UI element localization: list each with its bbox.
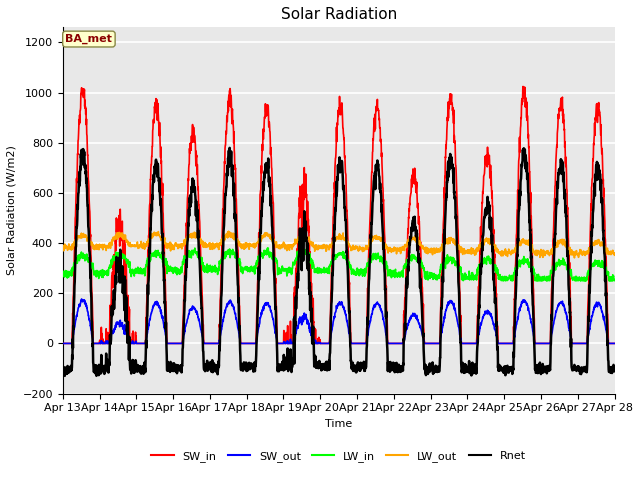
Text: BA_met: BA_met	[65, 34, 113, 44]
X-axis label: Time: Time	[325, 419, 352, 429]
Legend: SW_in, SW_out, LW_in, LW_out, Rnet: SW_in, SW_out, LW_in, LW_out, Rnet	[147, 447, 531, 467]
Title: Solar Radiation: Solar Radiation	[280, 7, 397, 22]
Y-axis label: Solar Radiation (W/m2): Solar Radiation (W/m2)	[7, 145, 17, 276]
